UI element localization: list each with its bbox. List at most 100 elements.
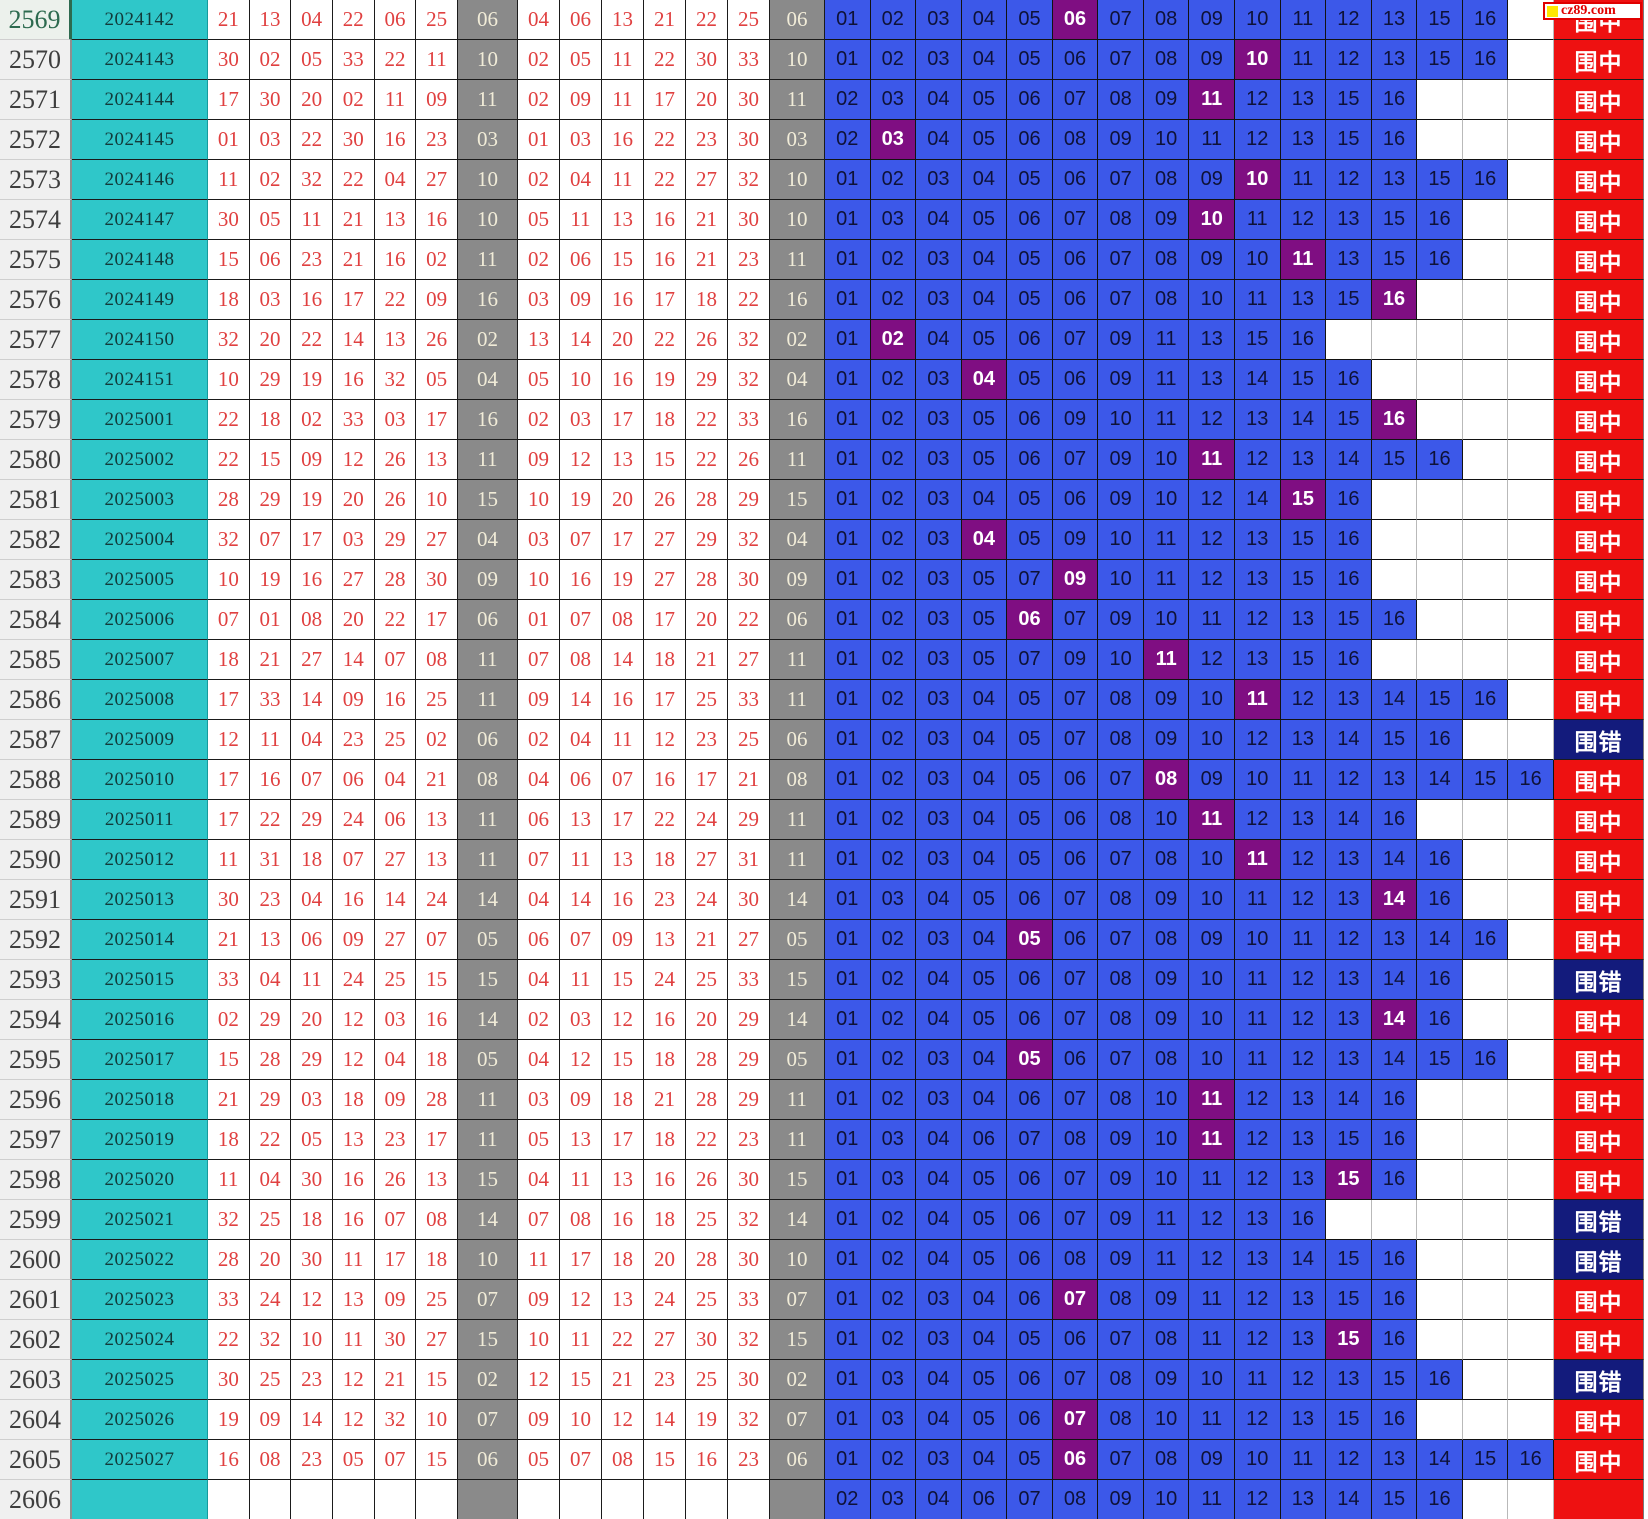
red-ball-sorted-cell: 18 xyxy=(643,1040,686,1080)
red-ball-sorted-cell: 13 xyxy=(601,840,644,880)
grid-cell: 16 xyxy=(1371,1280,1418,1320)
red-ball-cell: 04 xyxy=(291,0,333,40)
red-ball-cell: 25 xyxy=(249,1200,292,1240)
red-ball-sorted-cell: 20 xyxy=(643,1240,686,1280)
red-ball-cell: 26 xyxy=(374,480,417,520)
grid-cell: 16 xyxy=(1280,320,1327,360)
grid-cell-empty xyxy=(1417,400,1463,440)
blue-ball-value: 04 xyxy=(457,520,518,560)
grid-cell-empty xyxy=(1508,640,1554,680)
red-ball-sorted-cell: 13 xyxy=(517,320,560,360)
table-row: 2592 2025014 21 13 06 09 27 07 05 06 07 09 13 21 27 05 0… xyxy=(0,920,1648,960)
red-ball-cell: 06 xyxy=(291,920,333,960)
edge-strip xyxy=(1643,1280,1648,1320)
red-ball-sorted-cell: 28 xyxy=(685,480,728,520)
grid-cell: 15 xyxy=(1371,1360,1418,1400)
grid-cell: 16 xyxy=(1417,720,1463,760)
grid-cell: 09 xyxy=(1098,1240,1144,1280)
red-ball-sorted-cell: 24 xyxy=(643,1280,686,1320)
grid-cell: 12 xyxy=(1280,1360,1327,1400)
red-ball-cell: 17 xyxy=(416,1120,458,1160)
red-ball-sorted-cell: 01 xyxy=(517,120,560,160)
grid-cell: 03 xyxy=(870,1120,917,1160)
grid-cell-empty xyxy=(1508,1200,1554,1240)
grid-cell: 06 xyxy=(1052,800,1099,840)
grid-cell: 14 xyxy=(1326,1480,1372,1519)
blue-ball-value: 11 xyxy=(769,840,825,880)
red-ball-sorted-cell: 32 xyxy=(727,1320,770,1360)
grid-cell: 12 xyxy=(1235,1080,1281,1120)
grid-cell: 05 xyxy=(1007,1440,1053,1480)
period-cell: 2025002 xyxy=(72,440,208,480)
grid-cell: 12 xyxy=(1235,1160,1281,1200)
red-ball-cell: 07 xyxy=(416,920,458,960)
result-badge: 围中 xyxy=(1553,1000,1644,1040)
red-ball-sorted-cell: 15 xyxy=(643,440,686,480)
red-ball-cell: 23 xyxy=(374,1120,417,1160)
table-row: 2572 2024145 01 03 22 30 16 23 03 01 03 16 22 23 30 03 0… xyxy=(0,120,1648,160)
row-index: 2573 xyxy=(0,160,72,200)
grid-cell: 16 xyxy=(1326,520,1372,560)
grid-cell: 12 xyxy=(1280,840,1327,880)
grid-cell-empty xyxy=(1508,120,1554,160)
red-ball-sorted-cell: 08 xyxy=(601,600,644,640)
red-ball-cell: 32 xyxy=(208,1200,250,1240)
red-ball-sorted-cell: 16 xyxy=(601,280,644,320)
grid-cell: 08 xyxy=(1143,280,1190,320)
row-index: 2583 xyxy=(0,560,72,600)
red-ball-cell: 24 xyxy=(332,960,375,1000)
red-ball-sorted-cell: 29 xyxy=(727,480,770,520)
red-ball-sorted-cell: 12 xyxy=(559,1280,602,1320)
blue-ball-value: 07 xyxy=(769,1280,825,1320)
red-ball-sorted-cell: 13 xyxy=(643,920,686,960)
red-ball-sorted-cell: 07 xyxy=(559,920,602,960)
grid-cell: 16 xyxy=(1462,0,1509,40)
red-ball-cell: 28 xyxy=(208,1240,250,1280)
grid-cell: 15 xyxy=(1326,1240,1372,1280)
table-row: 2581 2025003 28 29 19 20 26 10 15 10 19 20 26 28 29 15 0… xyxy=(0,480,1648,520)
red-ball-sorted-cell: 03 xyxy=(559,120,602,160)
result-badge: 围错 xyxy=(1553,1360,1644,1400)
red-ball-cell: 31 xyxy=(249,840,292,880)
grid-cell: 09 xyxy=(1189,1440,1235,1480)
row-index: 2569 xyxy=(0,0,72,40)
blue-ball-value: 11 xyxy=(457,1080,518,1120)
grid-cell: 03 xyxy=(916,360,962,400)
grid-cell-hit: 07 xyxy=(1052,1400,1099,1440)
grid-cell: 02 xyxy=(870,1200,917,1240)
red-ball-cell: 30 xyxy=(332,120,375,160)
red-ball-sorted-cell: 04 xyxy=(517,0,560,40)
red-ball-cell xyxy=(374,1480,417,1519)
grid-cell: 02 xyxy=(824,120,871,160)
blue-ball-value: 11 xyxy=(769,1080,825,1120)
grid-cell: 13 xyxy=(1280,1400,1327,1440)
grid-cell-hit: 10 xyxy=(1189,200,1235,240)
grid-cell: 04 xyxy=(916,320,962,360)
grid-cell: 10 xyxy=(1189,720,1235,760)
grid-cell-empty xyxy=(1371,1200,1418,1240)
red-ball-cell: 11 xyxy=(291,200,333,240)
blue-ball-value: 16 xyxy=(457,400,518,440)
result-badge: 围中 xyxy=(1553,240,1644,280)
grid-cell: 05 xyxy=(961,600,1008,640)
red-ball-sorted-cell: 30 xyxy=(685,1320,728,1360)
grid-cell: 10 xyxy=(1189,960,1235,1000)
grid-cell: 14 xyxy=(1371,840,1418,880)
grid-cell-empty xyxy=(1508,440,1554,480)
grid-cell-empty xyxy=(1417,1320,1463,1360)
red-ball-sorted-cell: 17 xyxy=(643,680,686,720)
red-ball-sorted-cell: 06 xyxy=(517,920,560,960)
red-ball-cell: 08 xyxy=(416,1200,458,1240)
red-ball-sorted-cell: 17 xyxy=(643,600,686,640)
row-index: 2601 xyxy=(0,1280,72,1320)
grid-cell: 14 xyxy=(1371,680,1418,720)
row-index: 2589 xyxy=(0,800,72,840)
red-ball-sorted-cell: 12 xyxy=(517,1360,560,1400)
grid-cell: 06 xyxy=(1052,1040,1099,1080)
grid-cell-empty xyxy=(1417,120,1463,160)
watermark[interactable]: cz89.com xyxy=(1543,2,1642,20)
grid-cell: 09 xyxy=(1143,1000,1190,1040)
red-ball-sorted-cell: 14 xyxy=(559,680,602,720)
result-badge: 围中 xyxy=(1553,920,1644,960)
red-ball-cell: 32 xyxy=(291,160,333,200)
